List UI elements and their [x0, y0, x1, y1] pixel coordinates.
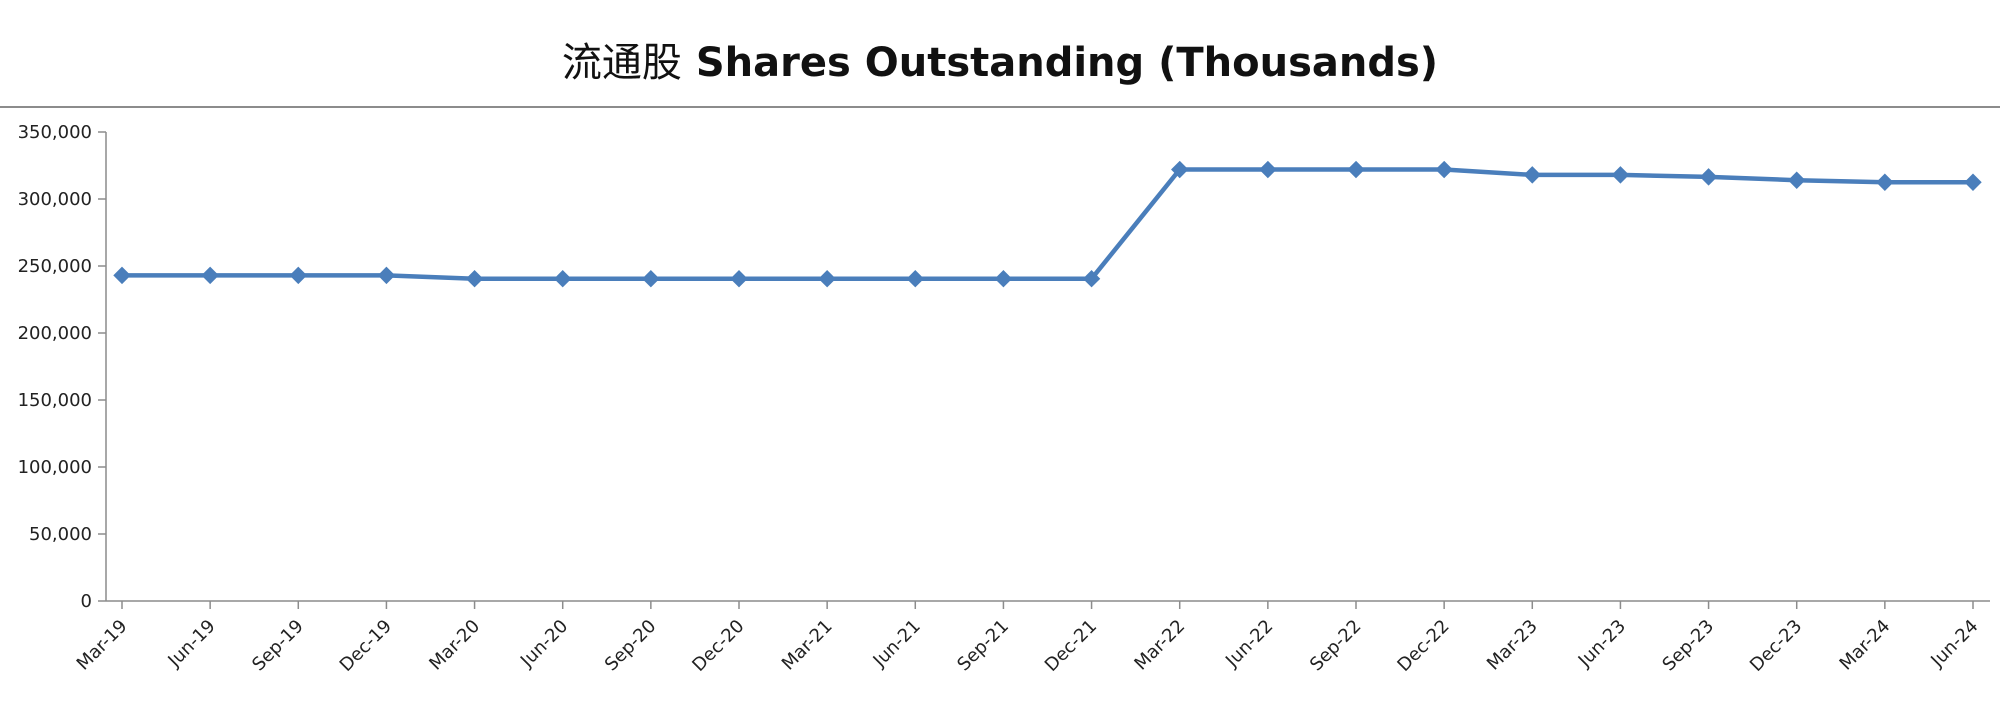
data-point-marker — [1788, 171, 1806, 189]
x-tick-label: Sep-20 — [601, 616, 661, 676]
data-point-marker — [377, 266, 396, 285]
data-point-marker — [1699, 168, 1718, 186]
x-tick-label: Mar-21 — [778, 616, 837, 675]
y-tick-label: 50,000 — [29, 524, 92, 545]
x-tick-label: Sep-21 — [953, 616, 1013, 676]
x-tick-label: Mar-24 — [1836, 616, 1895, 675]
x-tick-label: Jun-19 — [163, 616, 219, 672]
y-tick-label: 100,000 — [18, 457, 92, 478]
y-tick-label: 150,000 — [18, 390, 92, 411]
chart-title-en: Shares Outstanding (Thousands) — [695, 40, 1439, 86]
x-tick-label: Sep-19 — [248, 616, 308, 676]
x-tick-label: Dec-19 — [336, 616, 396, 676]
x-tick-label: Dec-21 — [1041, 616, 1101, 676]
x-tick-label: Sep-23 — [1658, 616, 1718, 676]
y-tick-label: 300,000 — [18, 189, 92, 210]
data-point-marker — [201, 266, 219, 285]
data-point-marker — [730, 270, 748, 288]
chart-title: 流通股 Shares Outstanding (Thousands) — [0, 30, 2000, 88]
chart-title-cn: 流通股 — [561, 40, 682, 86]
data-point-marker — [1964, 173, 1982, 191]
x-tick-label: Mar-20 — [425, 616, 484, 675]
y-axis-group: 0 50,000 100,000 150,000 200,000 250,000 300,0… — [18, 122, 107, 612]
data-point-marker — [1171, 160, 1189, 179]
x-tick-label: Mar-19 — [73, 616, 132, 675]
data-point-marker — [1611, 166, 1630, 184]
data-point-marker — [1082, 270, 1101, 288]
data-point-marker — [1435, 160, 1453, 179]
x-tick-label: Mar-23 — [1483, 616, 1542, 675]
data-point-marker — [465, 270, 484, 288]
data-point-marker — [1876, 173, 1894, 191]
data-point-marker — [1523, 166, 1541, 184]
data-point-marker — [289, 266, 307, 285]
data-point-marker — [1347, 160, 1365, 179]
x-tick-label: Dec-22 — [1393, 616, 1453, 676]
y-tick-label: 0 — [81, 591, 92, 612]
x-tick-label: Dec-20 — [688, 616, 748, 676]
x-tick-label: Dec-23 — [1746, 616, 1806, 676]
series-line — [122, 167, 1973, 281]
x-tick-label: Jun-23 — [1574, 616, 1630, 672]
data-point-marker — [818, 270, 836, 288]
x-axis-group: Mar-19 Jun-19 Sep-19 Dec-19 Mar-20 Jun-20 Sep-… — [73, 600, 1990, 676]
data-point-marker — [994, 270, 1013, 288]
x-tick-label: Sep-22 — [1306, 616, 1366, 676]
title-divider — [0, 106, 2000, 108]
x-tick-label: Mar-22 — [1130, 616, 1189, 675]
y-tick-label: 250,000 — [18, 256, 92, 277]
y-tick-label: 200,000 — [18, 323, 92, 344]
x-tick-label: Jun-20 — [516, 616, 572, 672]
series-group — [113, 160, 1982, 288]
data-point-marker — [906, 270, 924, 288]
x-tick-label: Jun-22 — [1221, 616, 1277, 672]
y-tick-label: 350,000 — [18, 122, 92, 143]
data-point-marker — [642, 270, 660, 288]
data-point-marker — [1259, 160, 1277, 179]
x-tick-label: Jun-24 — [1926, 616, 1982, 672]
data-point-marker — [113, 266, 131, 285]
x-tick-label: Jun-21 — [869, 616, 925, 672]
data-point-marker — [554, 270, 572, 288]
